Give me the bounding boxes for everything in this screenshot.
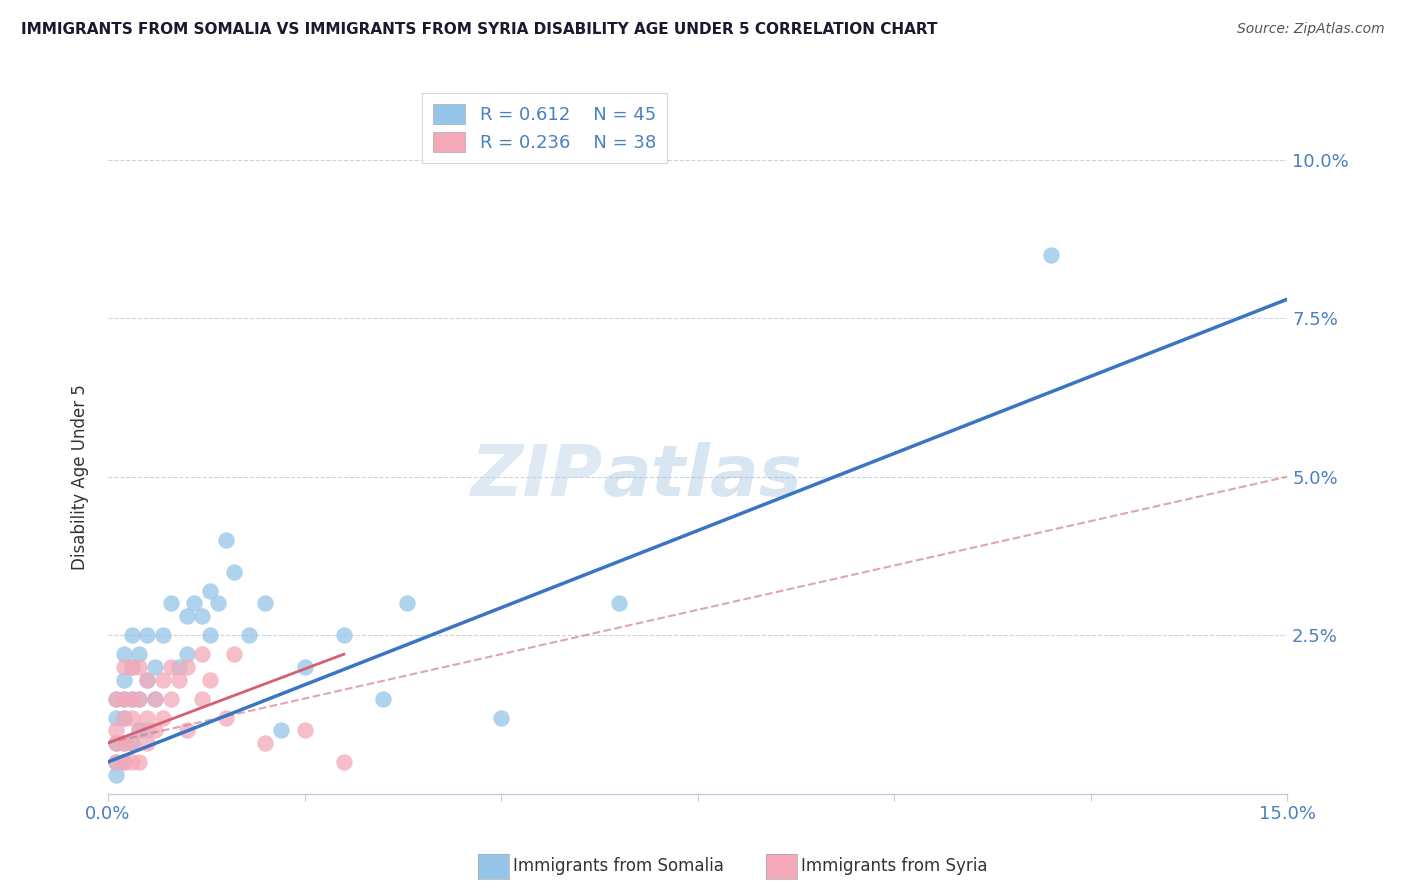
Point [143,691,166,706]
Text: IMMIGRANTS FROM SOMALIA VS IMMIGRANTS FROM SYRIA DISABILITY AGE UNDER 5 CORRELAT: IMMIGRANTS FROM SOMALIA VS IMMIGRANTS FR… [21,22,938,37]
Point [373,691,395,706]
Point [176,609,198,624]
Point [121,628,143,642]
Point [607,597,630,611]
Text: Immigrants from Somalia: Immigrants from Somalia [513,857,724,875]
Point [128,755,150,769]
Point [112,647,135,661]
Point [183,597,205,611]
Point [112,673,135,687]
Point [143,691,166,706]
Point [128,647,150,661]
Point [1040,248,1063,262]
Point [104,755,127,769]
Point [254,736,277,750]
Point [143,660,166,674]
Point [176,660,198,674]
Point [167,673,190,687]
Point [207,597,229,611]
Point [136,723,159,738]
Point [136,673,159,687]
Point [121,691,143,706]
Point [104,723,127,738]
Point [167,660,190,674]
Point [294,723,316,738]
Point [254,597,277,611]
Point [112,691,135,706]
Point [121,691,143,706]
Point [136,628,159,642]
Point [112,736,135,750]
Point [121,660,143,674]
Point [222,565,245,579]
Point [176,647,198,661]
Point [191,647,214,661]
Point [128,723,150,738]
Point [333,628,356,642]
Point [104,710,127,724]
Point [112,755,135,769]
Point [215,710,238,724]
Point [104,736,127,750]
Point [198,583,221,598]
Point [112,755,135,769]
Point [143,723,166,738]
Point [294,660,316,674]
Point [136,710,159,724]
Point [104,691,127,706]
Point [121,736,143,750]
Legend: R = 0.612    N = 45, R = 0.236    N = 38: R = 0.612 N = 45, R = 0.236 N = 38 [422,93,666,163]
Point [121,660,143,674]
Point [104,767,127,781]
Point [128,723,150,738]
Point [152,628,174,642]
Point [160,691,183,706]
Point [198,628,221,642]
Point [222,647,245,661]
Y-axis label: Disability Age Under 5: Disability Age Under 5 [72,384,89,570]
Point [136,673,159,687]
Point [215,533,238,547]
Point [104,691,127,706]
Point [198,673,221,687]
Point [112,710,135,724]
Point [152,710,174,724]
Text: ZIP: ZIP [471,442,603,511]
Point [270,723,292,738]
Text: Immigrants from Syria: Immigrants from Syria [801,857,988,875]
Point [176,723,198,738]
Point [112,691,135,706]
Text: atlas: atlas [603,442,803,511]
Point [112,710,135,724]
Point [333,755,356,769]
Point [489,710,512,724]
Point [121,736,143,750]
Point [128,691,150,706]
Point [160,660,183,674]
Text: Source: ZipAtlas.com: Source: ZipAtlas.com [1237,22,1385,37]
Point [112,660,135,674]
Point [238,628,260,642]
Point [191,691,214,706]
Point [128,660,150,674]
Point [136,736,159,750]
Point [152,673,174,687]
Point [121,755,143,769]
Point [104,755,127,769]
Point [104,736,127,750]
Point [191,609,214,624]
Point [112,736,135,750]
Point [395,597,418,611]
Point [128,691,150,706]
Point [160,597,183,611]
Point [121,710,143,724]
